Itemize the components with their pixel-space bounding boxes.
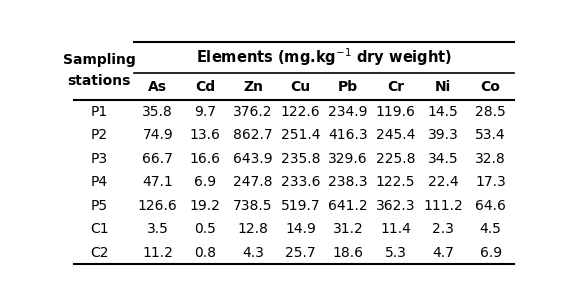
- Text: 4.3: 4.3: [242, 246, 264, 260]
- Text: 6.9: 6.9: [479, 246, 502, 260]
- Text: 11.2: 11.2: [142, 246, 173, 260]
- Text: 17.3: 17.3: [475, 175, 506, 189]
- Text: 238.3: 238.3: [328, 175, 368, 189]
- Text: 39.3: 39.3: [428, 128, 459, 142]
- Text: 225.8: 225.8: [376, 152, 415, 166]
- Text: 22.4: 22.4: [428, 175, 459, 189]
- Text: 519.7: 519.7: [281, 199, 320, 213]
- Text: 64.6: 64.6: [475, 199, 506, 213]
- Text: P5: P5: [91, 199, 108, 213]
- Text: 0.5: 0.5: [195, 222, 216, 236]
- Text: 5.3: 5.3: [385, 246, 406, 260]
- Text: 641.2: 641.2: [328, 199, 368, 213]
- Text: Cr: Cr: [387, 79, 404, 94]
- Text: 31.2: 31.2: [332, 222, 363, 236]
- Text: 34.5: 34.5: [428, 152, 459, 166]
- Text: P4: P4: [91, 175, 108, 189]
- Text: Cu: Cu: [290, 79, 311, 94]
- Text: 12.8: 12.8: [238, 222, 268, 236]
- Text: P1: P1: [91, 105, 108, 119]
- Text: 738.5: 738.5: [233, 199, 273, 213]
- Text: 235.8: 235.8: [281, 152, 320, 166]
- Text: Sampling: Sampling: [63, 54, 135, 67]
- Text: 6.9: 6.9: [194, 175, 216, 189]
- Text: 28.5: 28.5: [475, 105, 506, 119]
- Text: 25.7: 25.7: [285, 246, 316, 260]
- Text: Zn: Zn: [243, 79, 263, 94]
- Text: 32.8: 32.8: [475, 152, 506, 166]
- Text: 14.9: 14.9: [285, 222, 316, 236]
- Text: 13.6: 13.6: [190, 128, 221, 142]
- Text: 66.7: 66.7: [142, 152, 173, 166]
- Text: 329.6: 329.6: [328, 152, 368, 166]
- Text: 862.7: 862.7: [233, 128, 273, 142]
- Text: 376.2: 376.2: [233, 105, 273, 119]
- Text: 11.4: 11.4: [380, 222, 411, 236]
- Text: 122.5: 122.5: [376, 175, 415, 189]
- Text: Co: Co: [480, 79, 501, 94]
- Text: C1: C1: [90, 222, 108, 236]
- Text: 643.9: 643.9: [233, 152, 273, 166]
- Text: stations: stations: [68, 74, 131, 88]
- Text: 4.7: 4.7: [432, 246, 454, 260]
- Text: Cd: Cd: [195, 79, 215, 94]
- Text: 4.5: 4.5: [480, 222, 502, 236]
- Text: P2: P2: [91, 128, 108, 142]
- Text: 119.6: 119.6: [375, 105, 416, 119]
- Text: 18.6: 18.6: [332, 246, 363, 260]
- Text: 53.4: 53.4: [475, 128, 506, 142]
- Text: As: As: [148, 79, 167, 94]
- Text: P3: P3: [91, 152, 108, 166]
- Text: 362.3: 362.3: [376, 199, 415, 213]
- Text: 122.6: 122.6: [281, 105, 320, 119]
- Text: 111.2: 111.2: [423, 199, 463, 213]
- Text: 16.6: 16.6: [190, 152, 221, 166]
- Text: 2.3: 2.3: [432, 222, 454, 236]
- Text: Pb: Pb: [338, 79, 358, 94]
- Text: 9.7: 9.7: [195, 105, 216, 119]
- Text: 247.8: 247.8: [233, 175, 273, 189]
- Text: 233.6: 233.6: [281, 175, 320, 189]
- Text: 19.2: 19.2: [190, 199, 221, 213]
- Text: 74.9: 74.9: [142, 128, 173, 142]
- Text: 14.5: 14.5: [428, 105, 459, 119]
- Text: Ni: Ni: [435, 79, 451, 94]
- Text: 35.8: 35.8: [142, 105, 173, 119]
- Text: 47.1: 47.1: [142, 175, 173, 189]
- Text: 0.8: 0.8: [195, 246, 216, 260]
- Text: 3.5: 3.5: [147, 222, 169, 236]
- Text: Elements (mg.kg$^{-1}$ dry weight): Elements (mg.kg$^{-1}$ dry weight): [196, 47, 452, 68]
- Text: 416.3: 416.3: [328, 128, 368, 142]
- Text: 126.6: 126.6: [138, 199, 178, 213]
- Text: 245.4: 245.4: [376, 128, 415, 142]
- Text: 234.9: 234.9: [328, 105, 368, 119]
- Text: C2: C2: [90, 246, 108, 260]
- Text: 251.4: 251.4: [281, 128, 320, 142]
